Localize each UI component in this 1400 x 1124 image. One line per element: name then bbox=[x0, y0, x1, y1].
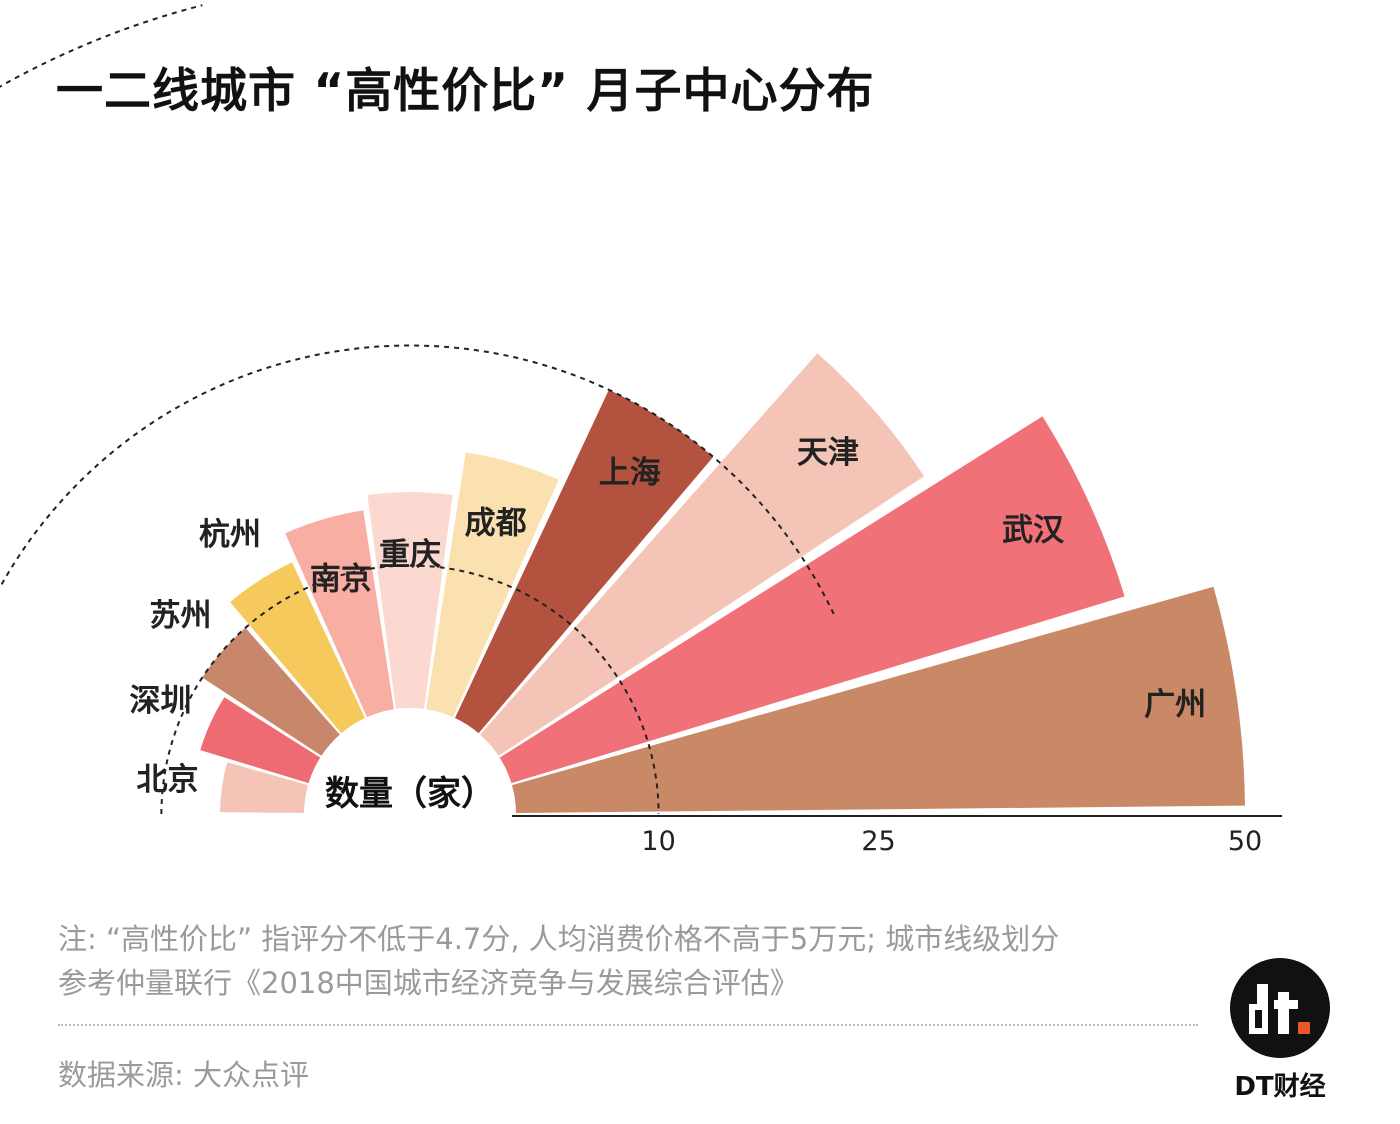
category-label-9: 武汉 bbox=[1002, 512, 1065, 548]
dt-logo-icon bbox=[1230, 958, 1330, 1058]
chart-title: 一二线城市 “高性价比” 月子中心分布 bbox=[56, 64, 875, 119]
data-source: 数据来源: 大众点评 bbox=[58, 1058, 309, 1092]
petal-8 bbox=[480, 353, 925, 756]
grid-arc-10 bbox=[160, 564, 660, 815]
petal-6 bbox=[426, 452, 559, 718]
category-label-1: 深圳 bbox=[130, 683, 192, 719]
tick-label-50: 50 bbox=[1228, 826, 1262, 857]
category-label-6: 成都 bbox=[465, 505, 527, 541]
petal-9 bbox=[499, 416, 1125, 784]
category-label-4: 南京 bbox=[310, 562, 372, 598]
petal-2 bbox=[202, 627, 340, 756]
category-label-2: 苏州 bbox=[150, 598, 212, 634]
tick-labels-layer: 10 25 50 bbox=[641, 826, 1262, 857]
petal-0 bbox=[220, 762, 309, 813]
petal-3 bbox=[230, 562, 366, 734]
brand-name: DT财经 bbox=[1234, 1072, 1326, 1102]
category-label-10: 广州 bbox=[1144, 687, 1206, 723]
tick-label-10: 10 bbox=[641, 826, 675, 857]
grid-arcs-layer bbox=[0, 4, 835, 815]
petals-layer bbox=[200, 353, 1245, 813]
category-label-8: 天津 bbox=[797, 435, 859, 471]
source-divider bbox=[58, 1024, 1198, 1026]
petal-7 bbox=[454, 389, 714, 734]
category-label-7: 上海 bbox=[599, 455, 661, 491]
footnote-line-1: 注: “高性价比” 指评分不低于4.7分, 人均消费价格不高于5万元; 城市线级… bbox=[58, 922, 1060, 956]
value-axis-label: 数量（家） bbox=[325, 774, 495, 814]
footnote-line-2: 参考仲量联行《2018中国城市经济竞争与发展综合评估》 bbox=[58, 966, 799, 1000]
petal-5 bbox=[367, 492, 453, 709]
category-label-3: 杭州 bbox=[199, 517, 261, 553]
category-label-0: 北京 bbox=[137, 762, 199, 798]
petal-4 bbox=[285, 510, 394, 718]
category-label-5: 重庆 bbox=[379, 537, 441, 573]
grid-arc-50 bbox=[0, 4, 203, 88]
tick-label-25: 25 bbox=[861, 826, 895, 857]
grid-arc-25 bbox=[0, 344, 835, 615]
petal-10 bbox=[511, 586, 1245, 813]
petal-1 bbox=[200, 697, 321, 784]
